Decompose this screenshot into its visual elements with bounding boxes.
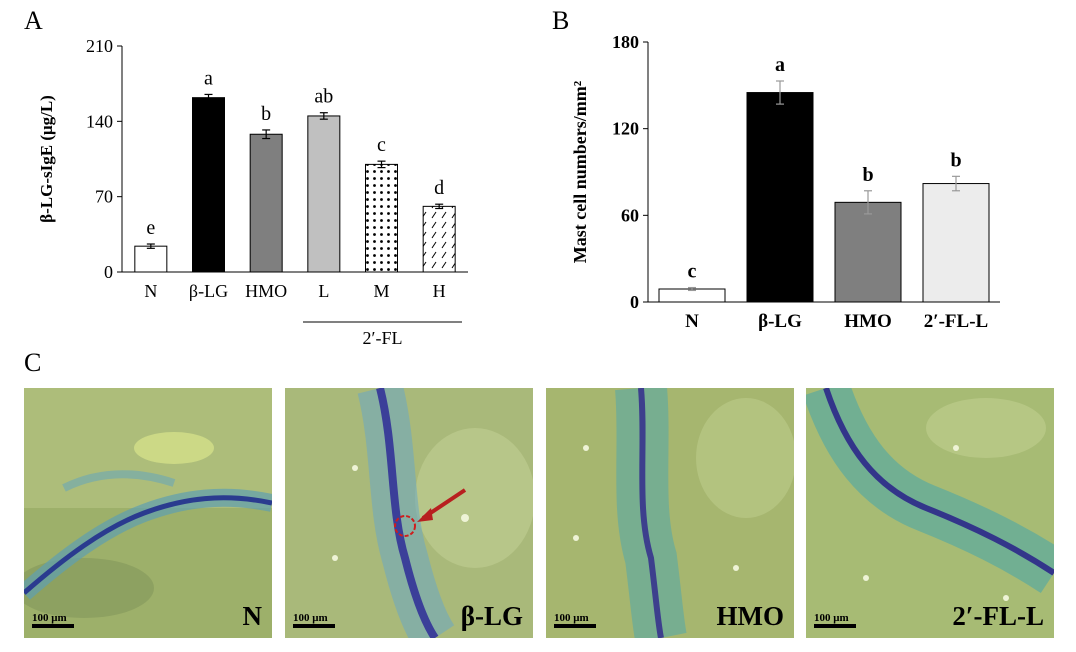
micrograph-image [546,388,794,638]
bar [746,92,814,303]
micrograph-image [806,388,1054,638]
micrograph-image [24,388,272,638]
significance-letter: d [434,177,444,199]
significance-letter: a [775,54,785,76]
bar [249,133,283,273]
bar [365,163,398,273]
category-label: β-LG [758,311,802,332]
bar [922,183,990,303]
micrograph-label: N [242,601,263,631]
category-label: 2′-FL-L [924,311,988,332]
chart-a: 0 70 140 210 β-LG-sIgE (μg/L) e Na β-LG b HMO ab Lc… [37,36,468,348]
category-label: M [373,281,389,301]
micrograph-label: 2′-FL-L [952,601,1044,631]
y-axis-label: β-LG-sIgE (μg/L) [37,95,56,223]
significance-letter: b [261,103,271,125]
significance-letter: e [146,217,155,239]
y-tick-label: 0 [104,262,113,282]
significance-letter: ab [314,86,333,108]
y-tick-label: 120 [612,119,639,139]
significance-letter: b [950,149,961,171]
scale-label: 100 μm [814,612,849,624]
panel-label-b: B [552,6,570,35]
category-label: HMO [245,281,287,301]
micrograph-hmo: 100 μm HMO [546,388,794,638]
scale-bar [554,624,596,628]
micrograph-label: HMO [716,601,785,631]
group-label: 2′-FL [363,328,403,348]
y-tick-label: 210 [86,36,113,56]
bar [134,245,168,273]
scale-label: 100 μm [554,612,589,624]
category-label: β-LG [189,281,228,301]
significance-letter: c [688,261,697,283]
significance-letter: b [862,164,873,186]
category-label: H [433,281,446,301]
bar [834,201,902,303]
scale-bar [814,624,856,628]
y-tick-label: 180 [612,32,639,52]
panel-label-c: C [24,348,42,377]
micrograph-blg: 100 μm β-LG [285,388,533,638]
chart-b: 0 60 120 180 Mast cell numbers/mm² c Na β-LG b HM… [570,32,1000,332]
significance-letter: c [377,134,386,156]
category-label: N [144,281,157,301]
micrograph-n: 100 μm N [24,388,272,638]
bar [192,97,225,273]
micrograph-2fl-l: 100 μm 2′-FL-L [806,388,1054,638]
bar [307,115,341,273]
category-label: HMO [844,311,892,332]
y-tick-label: 140 [86,111,113,131]
y-axis-label: Mast cell numbers/mm² [570,81,590,263]
scale-label: 100 μm [293,612,328,624]
y-tick-label: 70 [95,187,113,207]
scale-bar [32,624,74,628]
scale-label: 100 μm [32,612,67,624]
y-tick-label: 60 [621,205,639,225]
micrograph-label: β-LG [460,601,523,631]
category-label: L [318,281,329,301]
panel-label-a: A [24,6,43,35]
scale-bar [293,624,335,628]
bar [422,205,456,273]
y-tick-label: 0 [630,292,639,312]
significance-letter: a [204,67,213,89]
category-label: N [685,311,699,332]
micrograph-image [285,388,533,638]
